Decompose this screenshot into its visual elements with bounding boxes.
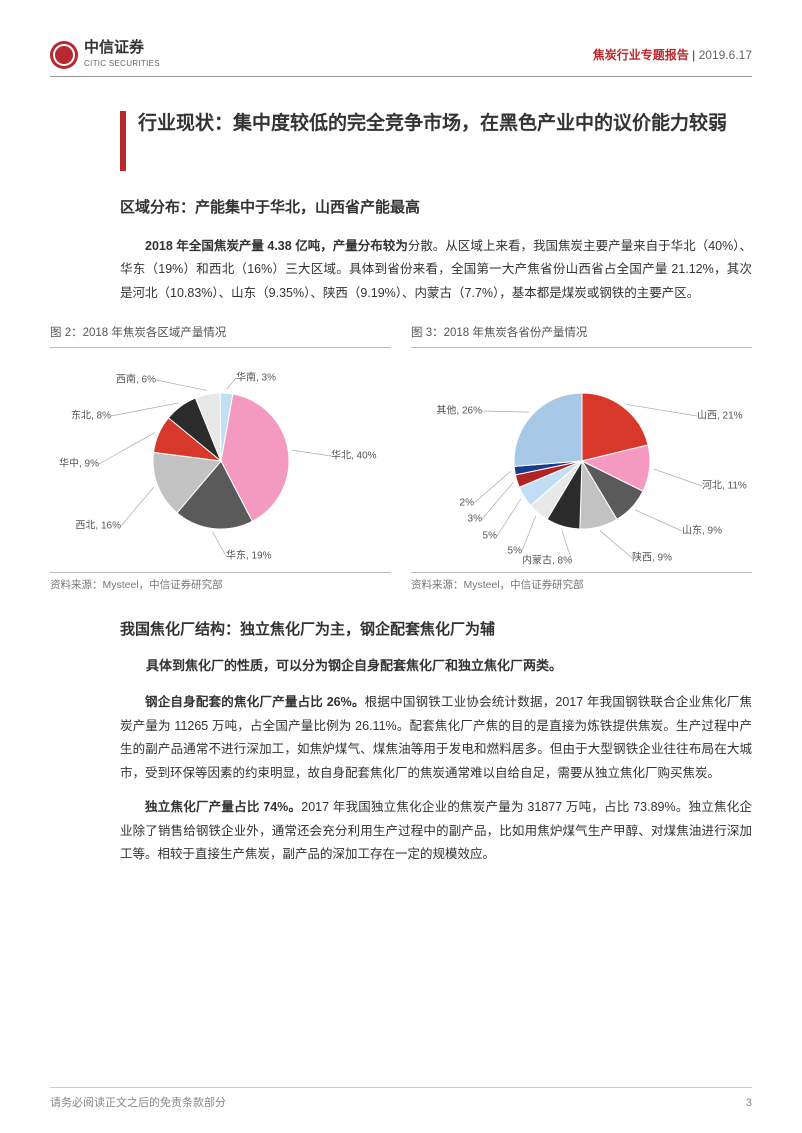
report-category: 焦炭行业专题报告 [593,48,689,62]
subsection-title: 区域分布：产能集中于华北，山西省产能最高 [120,195,752,221]
svg-text:山西, 21%: 山西, 21% [697,410,743,422]
svg-text:河北, 11%: 河北, 11% [702,480,747,492]
svg-text:3%: 3% [467,514,482,525]
paragraph-steel: 钢企自身配套的焦化厂产量占比 26%。根据中国钢铁工业协会统计数据，2017 年… [120,691,752,786]
pie-chart-province: 山西, 21%河北, 11%山东, 9%陕西, 9%内蒙古, 8%5%5%3%2… [412,356,752,566]
pie-chart-region: 华北, 40% 华东, 19% 西北, 16% 华中, 9% 东北, 8% 西南, 6% 华… [51,356,391,566]
page-footer: 请务必阅读正文之后的免责条款部分 3 [50,1087,752,1113]
report-date: 2019.6.17 [699,48,752,62]
header-meta: 焦炭行业专题报告 | 2019.6.17 [593,45,752,65]
svg-text:5%: 5% [507,546,522,557]
chart-left-col: 图 2：2018 年焦炭各区域产量情况 华北, 40% 华东, 19% 西北, 16… [50,324,391,595]
svg-text:华中, 9%: 华中, 9% [58,457,98,470]
charts-row: 图 2：2018 年焦炭各区域产量情况 华北, 40% 华东, 19% 西北, 16… [50,324,752,595]
company-name-en: CITIC SECURITIES [84,57,160,71]
subsection-structure: 我国焦化厂结构：独立焦化厂为主，钢企配套焦化厂为辅 具体到焦化厂的性质，可以分为… [120,617,752,677]
subsection-title-2: 我国焦化厂结构：独立焦化厂为主，钢企配套焦化厂为辅 [120,617,752,643]
heading-accent-bar [120,111,126,171]
svg-text:山东, 9%: 山东, 9% [682,524,722,537]
subsection-lead: 具体到焦化厂的性质，可以分为钢企自身配套焦化厂和独立焦化厂两类。 [120,655,752,677]
svg-text:华北, 40%: 华北, 40% [331,449,377,462]
paragraph-independent: 独立焦化厂产量占比 74%。2017 年我国独立焦化企业的焦炭产量为 31877… [120,796,752,867]
svg-text:西北, 16%: 西北, 16% [75,520,121,532]
svg-text:华东, 19%: 华东, 19% [226,549,272,562]
chart-left-source: 资料来源：Mysteel，中信证券研究部 [50,572,391,595]
logo: 中信证券 CITIC SECURITIES [50,40,160,70]
chart-left-box: 华北, 40% 华东, 19% 西北, 16% 华中, 9% 东北, 8% 西南, 6% 华… [50,356,391,566]
svg-text:5%: 5% [482,531,497,542]
page-header: 中信证券 CITIC SECURITIES 焦炭行业专题报告 | 2019.6.… [50,40,752,77]
logo-icon [50,41,78,69]
chart-right-title: 图 3：2018 年焦炭各省份产量情况 [411,324,752,349]
section-title-text: 行业现状：集中度较低的完全竞争市场，在黑色产业中的议价能力较弱 [138,107,727,141]
paragraph-region: 2018 年全国焦炭产量 4.38 亿吨，产量分布较为分散。从区域上来看，我国焦… [120,235,752,306]
svg-text:陕西, 9%: 陕西, 9% [632,551,672,564]
svg-text:2%: 2% [459,498,474,509]
chart-right-col: 图 3：2018 年焦炭各省份产量情况 山西, 21% 河北, 11% 山东, 9%… [411,324,752,595]
chart-right-source: 资料来源：Mysteel，中信证券研究部 [411,572,752,595]
svg-text:内蒙古, 8%: 内蒙古, 8% [521,554,571,566]
svg-text:西南, 6%: 西南, 6% [115,373,155,386]
page-number: 3 [746,1094,752,1113]
svg-text:华南, 3%: 华南, 3% [236,371,276,384]
subsection-region: 区域分布：产能集中于华北，山西省产能最高 [120,195,752,221]
chart-left-title: 图 2：2018 年焦炭各区域产量情况 [50,324,391,349]
chart-right-box: 山西, 21%河北, 11%山东, 9%陕西, 9%内蒙古, 8%5%5%3%2… [411,356,752,566]
company-name-cn: 中信证券 [84,40,160,57]
svg-text:东北, 8%: 东北, 8% [70,409,110,422]
svg-text:其他, 26%: 其他, 26% [436,404,482,417]
section-heading: 行业现状：集中度较低的完全竞争市场，在黑色产业中的议价能力较弱 [120,107,752,171]
footer-disclaimer: 请务必阅读正文之后的免责条款部分 [50,1094,226,1113]
